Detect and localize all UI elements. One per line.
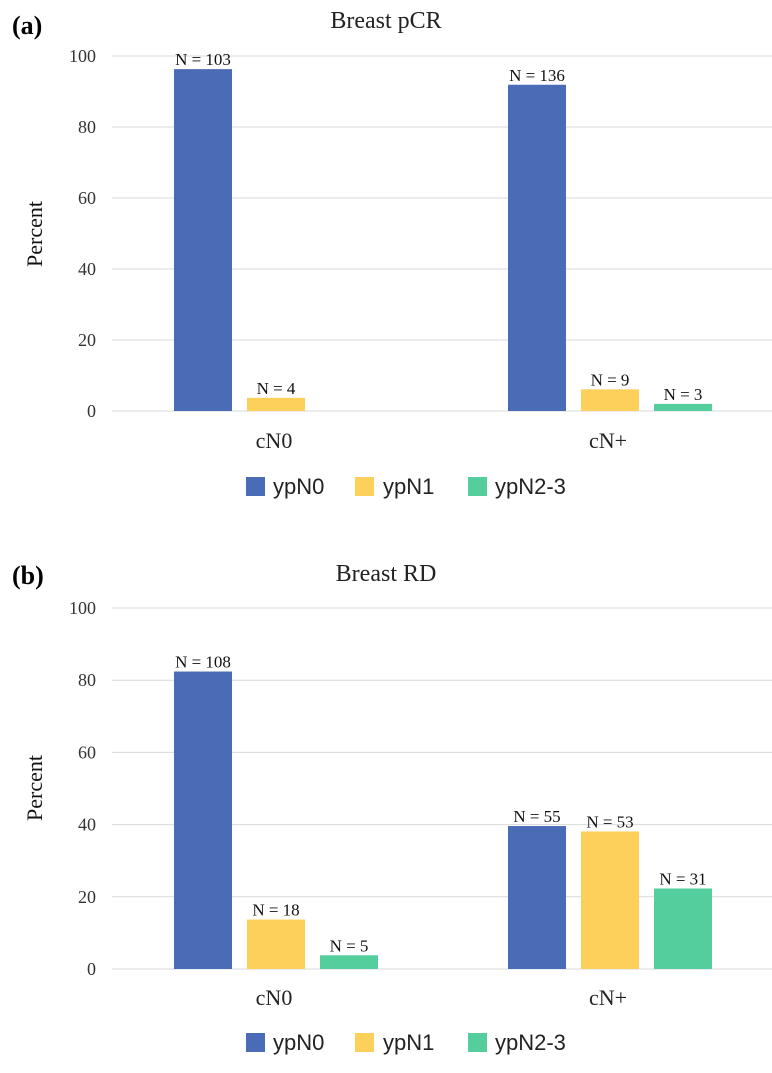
chart-panel-b: (b) Breast RD 0 20 40 60 80 100 Percent N = 108 N … [12, 561, 772, 1055]
panel-letter: (a) [12, 11, 42, 40]
data-label: N = 5 [330, 936, 369, 955]
y-axis-title: Percent [22, 201, 47, 267]
y-tick-label: 100 [69, 46, 96, 66]
x-category-label: cN+ [589, 985, 627, 1010]
legend-swatch [355, 477, 374, 496]
data-label: N = 136 [509, 66, 565, 85]
data-label: N = 18 [252, 901, 299, 920]
data-label: N = 108 [175, 653, 231, 672]
y-tick-label: 100 [69, 598, 96, 618]
data-label: N = 55 [513, 807, 560, 826]
bar-ypN2-3-cN+ [654, 403, 712, 411]
legend-label: ypN0 [273, 474, 324, 499]
y-tick-label: 40 [78, 259, 96, 279]
y-tick-label: 0 [87, 401, 96, 421]
data-label: N = 53 [586, 812, 633, 831]
data-label: N = 4 [257, 379, 296, 398]
bar-ypN0-cN0 [174, 671, 232, 969]
legend-label: ypN2-3 [495, 1030, 566, 1055]
bar-ypN1-cN0 [247, 397, 305, 411]
bar-ypN0-cN0 [174, 69, 232, 411]
bar-ypN0-cN+ [508, 826, 566, 969]
legend: ypN0 ypN1 ypN2-3 [246, 1030, 566, 1055]
legend-label: ypN1 [383, 1030, 434, 1055]
bar-ypN1-cN+ [581, 389, 639, 411]
bar-ypN2-3-cN+ [654, 888, 712, 969]
legend-swatch [468, 1033, 487, 1052]
bar-ypN2-3-cN0 [320, 955, 378, 969]
legend-label: ypN0 [273, 1030, 324, 1055]
data-label: N = 31 [659, 869, 706, 888]
bar-ypN1-cN0 [247, 919, 305, 969]
legend-label: ypN2-3 [495, 474, 566, 499]
x-category-label: cN0 [256, 428, 293, 453]
legend-label: ypN1 [383, 474, 434, 499]
y-tick-label: 80 [78, 117, 96, 137]
y-tick-label: 40 [78, 815, 96, 835]
data-label: N = 103 [175, 50, 231, 69]
chart-title: Breast RD [336, 561, 437, 587]
bar-ypN0-cN+ [508, 84, 566, 411]
y-tick-label: 60 [78, 188, 96, 208]
y-axis-title: Percent [22, 755, 47, 821]
legend-swatch [246, 477, 265, 496]
y-tick-label: 0 [87, 959, 96, 979]
legend-swatch [355, 1033, 374, 1052]
data-label: N = 9 [591, 370, 630, 389]
x-category-label: cN+ [589, 428, 627, 453]
chart-panel-a: (a) Breast pCR 0 20 40 60 80 100 Percent N = 103 N… [12, 8, 772, 499]
bar-ypN1-cN+ [581, 831, 639, 969]
y-tick-label: 60 [78, 742, 96, 762]
chart-title: Breast pCR [330, 8, 441, 34]
legend-swatch [468, 477, 487, 496]
y-tick-label: 20 [78, 887, 96, 907]
x-category-label: cN0 [256, 985, 293, 1010]
legend-swatch [246, 1033, 265, 1052]
y-tick-label: 20 [78, 330, 96, 350]
legend: ypN0 ypN1 ypN2-3 [246, 474, 566, 499]
data-label: N = 3 [664, 385, 703, 404]
y-tick-label: 80 [78, 670, 96, 690]
panel-letter: (b) [12, 561, 44, 590]
